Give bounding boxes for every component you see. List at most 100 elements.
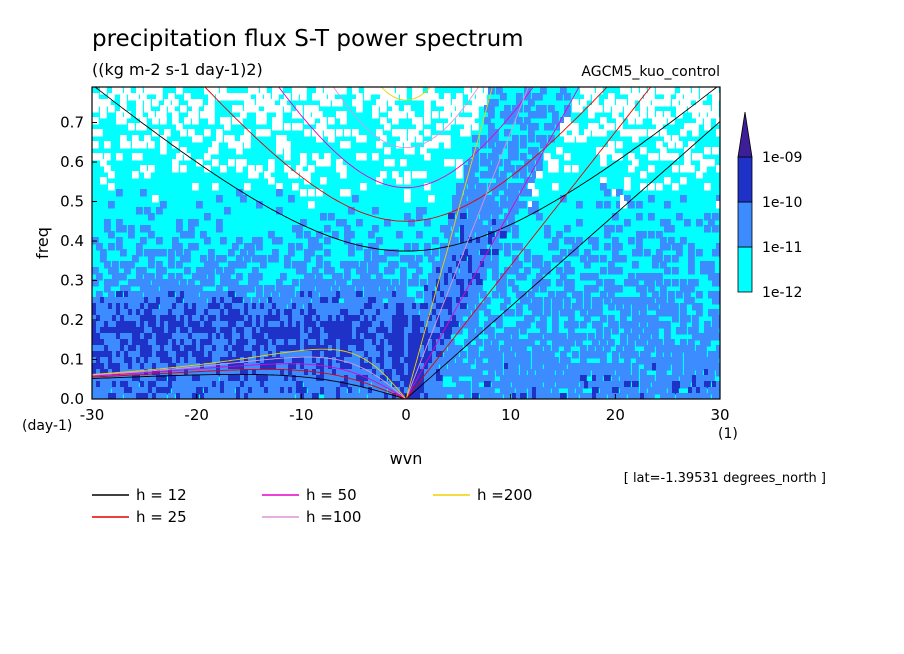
power-cell [564, 339, 571, 347]
power-cell [448, 315, 455, 323]
power-cell [204, 153, 211, 161]
power-cell [300, 363, 307, 371]
power-cell [360, 321, 367, 329]
power-cell [464, 339, 471, 347]
power-cell [144, 315, 151, 323]
power-cell [128, 291, 135, 299]
power-cell [716, 321, 720, 329]
power-cell [172, 279, 179, 287]
power-cell [360, 135, 367, 143]
power-cell [628, 345, 635, 353]
power-cell [660, 87, 667, 95]
power-cell [196, 99, 203, 107]
power-cell [640, 87, 647, 95]
power-cell [344, 291, 351, 299]
power-cell [672, 165, 679, 173]
power-cell [280, 327, 287, 335]
power-cell [624, 345, 631, 353]
power-cell [636, 93, 643, 101]
power-cell [164, 363, 171, 371]
power-cell [312, 105, 319, 113]
power-cell [252, 333, 259, 341]
power-cell [236, 327, 243, 335]
power-cell [456, 105, 463, 113]
power-cell [608, 387, 615, 395]
power-cell [476, 231, 483, 239]
power-cell [612, 375, 619, 383]
power-cell [712, 327, 719, 335]
power-cell [372, 375, 379, 383]
power-cell [136, 153, 143, 161]
power-cell [596, 381, 603, 389]
power-cell [216, 195, 223, 203]
power-cell [412, 117, 419, 125]
power-cell [464, 369, 471, 377]
power-cell [372, 303, 379, 311]
x-axis-label: wvn [390, 449, 423, 468]
power-cell [512, 261, 519, 269]
power-cell [104, 225, 111, 233]
power-cell [488, 105, 495, 113]
power-cell [224, 309, 231, 317]
power-cell [120, 363, 127, 371]
power-cell [356, 99, 363, 107]
equatorial-rossby-curve-h50 [92, 363, 407, 399]
power-cell [408, 309, 415, 317]
power-cell [704, 333, 711, 341]
power-cell [524, 87, 531, 95]
power-cell [460, 225, 467, 233]
power-cell [144, 171, 151, 179]
power-cell [360, 279, 367, 287]
power-cell [500, 333, 507, 341]
power-cell [248, 321, 255, 329]
power-cell [104, 285, 111, 293]
power-cell [176, 261, 183, 269]
power-cell [276, 183, 283, 191]
power-cell [120, 387, 127, 395]
power-cell [348, 291, 355, 299]
power-cell [460, 309, 467, 317]
legend-label: h = 12 [136, 486, 187, 504]
power-cell [112, 375, 119, 383]
power-cell [504, 351, 511, 359]
power-cell [188, 321, 195, 329]
power-cell [220, 303, 227, 311]
power-cell [144, 291, 151, 299]
power-cell [316, 87, 323, 95]
power-cell [180, 165, 187, 173]
power-cell [400, 159, 407, 167]
power-cell [660, 147, 667, 155]
power-cell [580, 381, 587, 389]
power-cell [404, 309, 411, 317]
power-cell [676, 345, 683, 353]
power-cell [524, 375, 531, 383]
power-cell [92, 381, 99, 389]
power-cell [484, 321, 491, 329]
power-cell [532, 297, 539, 305]
power-cell [664, 243, 671, 251]
power-cell [232, 369, 239, 377]
power-cell [452, 327, 459, 335]
power-cell [392, 297, 399, 305]
power-cell [188, 279, 195, 287]
power-cell [416, 315, 423, 323]
power-cell [444, 273, 451, 281]
power-cell [656, 375, 663, 383]
power-cell [512, 105, 519, 113]
power-cell [96, 387, 103, 395]
power-cell [172, 387, 179, 395]
power-cell [324, 381, 331, 389]
power-cell [464, 123, 471, 131]
power-cell [368, 387, 375, 395]
power-cell [508, 267, 515, 275]
power-cell [296, 123, 303, 131]
power-cell [372, 285, 379, 293]
power-cell [132, 357, 139, 365]
power-cell [484, 159, 491, 167]
power-cell [256, 315, 263, 323]
power-cell [512, 381, 519, 389]
power-cell [568, 333, 575, 341]
power-cell [148, 141, 155, 149]
power-cell [444, 267, 451, 275]
power-cell [332, 363, 339, 371]
